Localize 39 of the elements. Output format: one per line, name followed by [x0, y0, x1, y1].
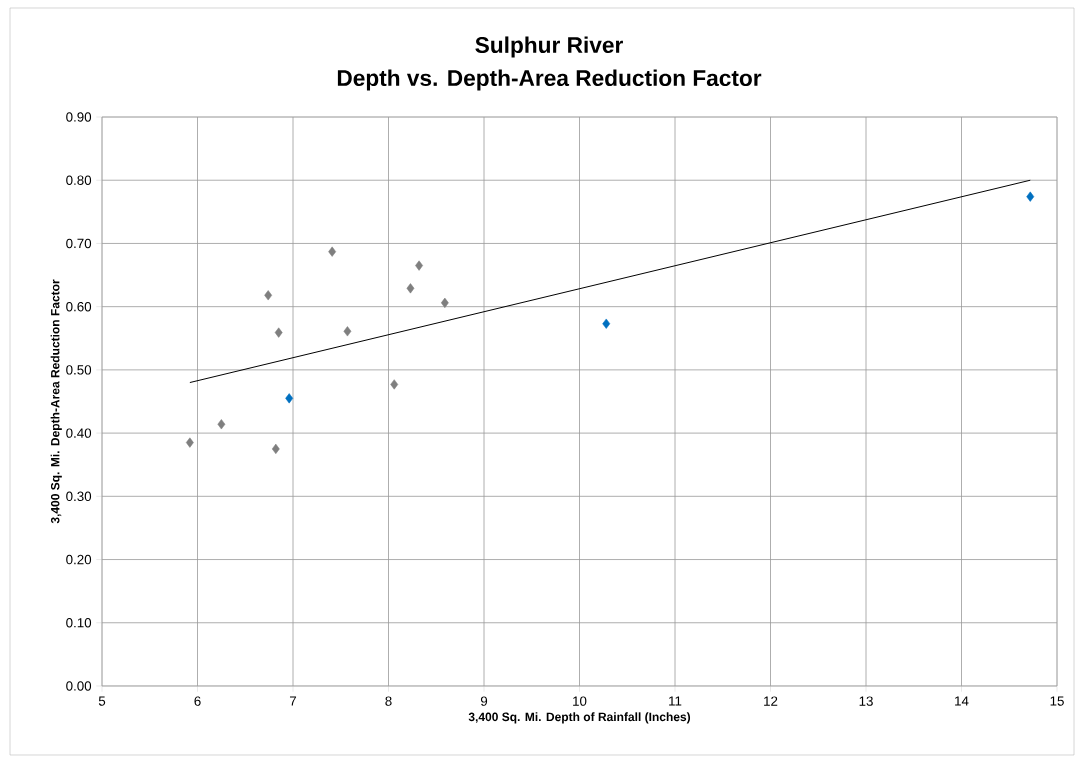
- x-tick-label: 5: [98, 696, 106, 706]
- y-axis-title: 3,400 Sq. Mi. Depth-Area Reduction Factor: [50, 279, 62, 524]
- y-tick-label: 0.50: [66, 365, 92, 375]
- y-tick-label: 0.40: [66, 428, 92, 438]
- point: [415, 260, 423, 271]
- point: [406, 283, 415, 294]
- x-tick-label: 13: [859, 696, 873, 706]
- point: [602, 318, 611, 329]
- point: [185, 437, 194, 448]
- y-tick-label: 0.10: [66, 618, 92, 628]
- point: [328, 246, 337, 257]
- point: [1026, 191, 1035, 202]
- chart-subtitle: Depth vs. Depth-Area Reduction Factor: [337, 69, 762, 91]
- point: [274, 327, 283, 338]
- x-tick-label: 11: [669, 696, 682, 706]
- point: [285, 393, 294, 404]
- point: [264, 290, 273, 301]
- y-tick-label: 0.70: [66, 238, 92, 249]
- x-tick-label: 10: [573, 696, 587, 706]
- x-tick-label: 15: [1050, 696, 1064, 706]
- y-tick-label: 0.80: [66, 175, 92, 185]
- x-tick-label: 9: [480, 696, 488, 706]
- point: [343, 326, 352, 337]
- chart-title: Sulphur River: [475, 36, 623, 58]
- x-tick-label: 8: [385, 696, 392, 706]
- y-tick-label: 0.30: [66, 491, 92, 502]
- point: [217, 419, 226, 430]
- x-tick-label: 14: [955, 696, 969, 706]
- point: [440, 297, 449, 308]
- point: [271, 443, 280, 454]
- x-tick-label: 7: [289, 696, 297, 706]
- point: [390, 379, 399, 390]
- x-tick-label: 6: [194, 696, 201, 706]
- x-axis-title: 3,400 Sq. Mi. Depth of Rainfall (Inches): [468, 712, 691, 724]
- x-tick-label: 12: [764, 696, 778, 706]
- y-tick-label: 0.90: [66, 112, 92, 122]
- y-tick-label: 0.20: [66, 554, 92, 565]
- y-tick-label: 0.60: [66, 301, 92, 312]
- y-tick-label: 0.00: [66, 681, 92, 691]
